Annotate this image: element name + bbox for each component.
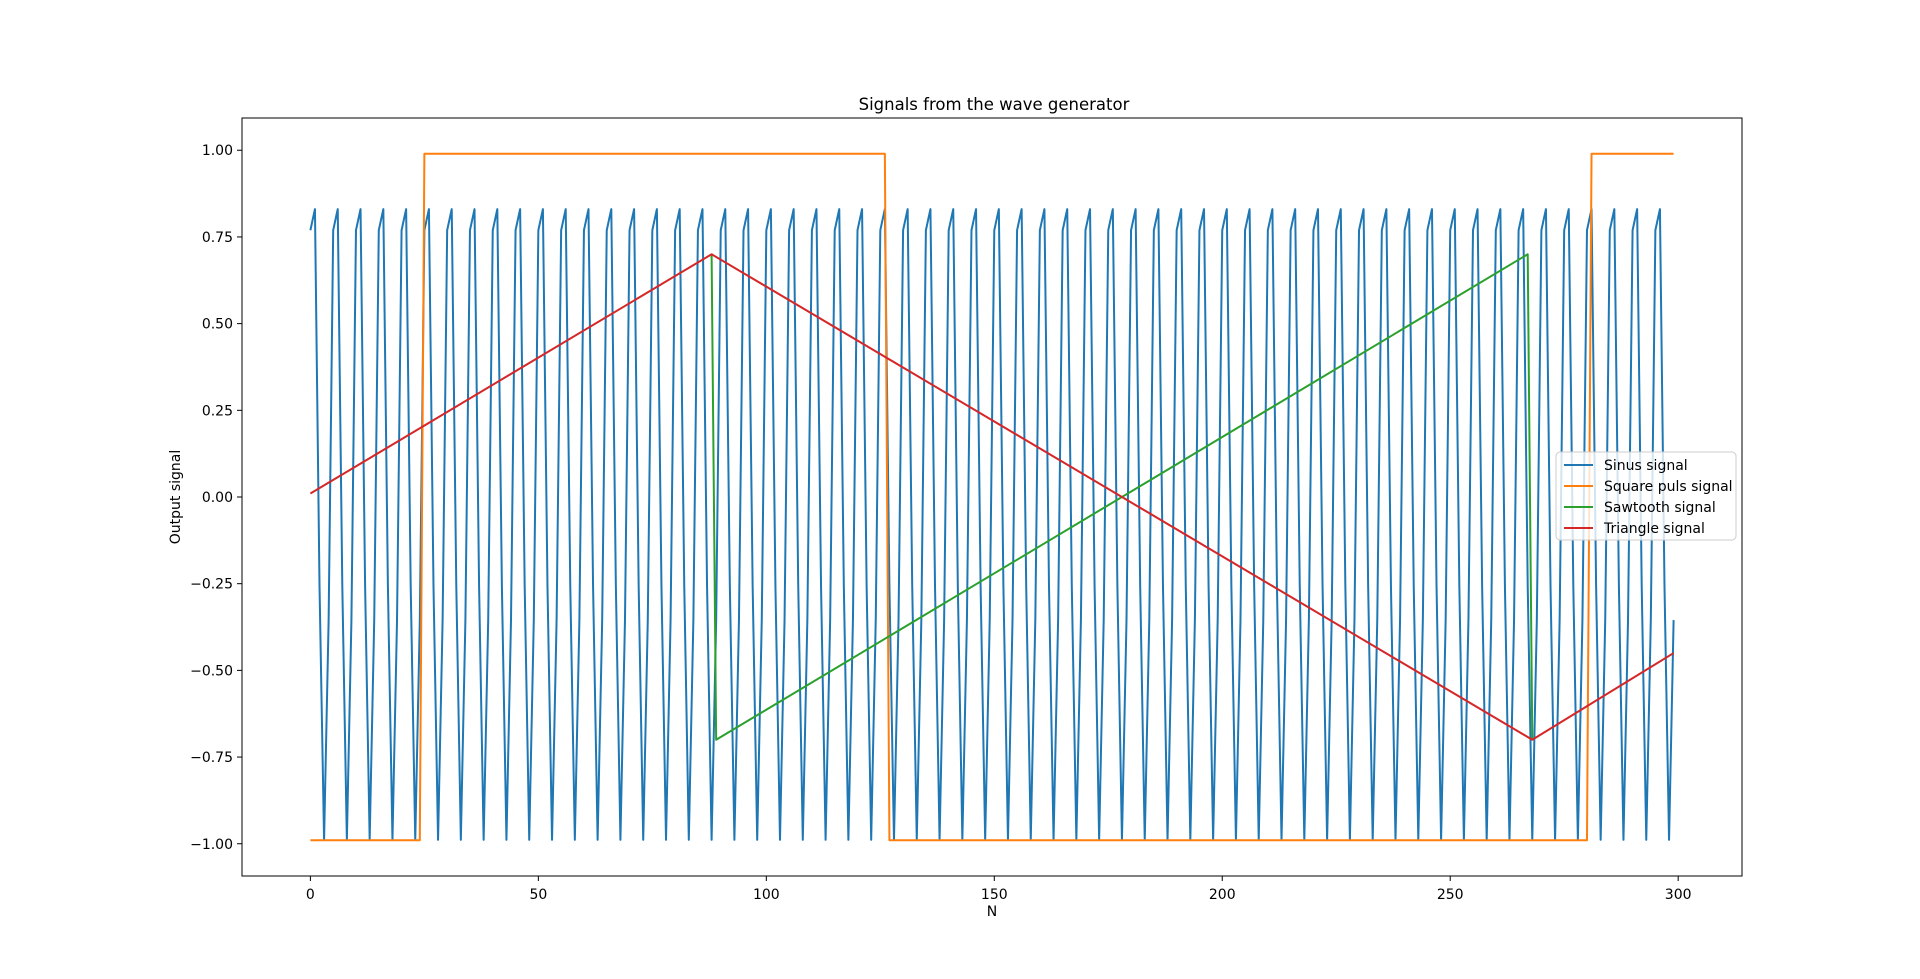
y-tick-label: −0.50 [190,663,233,679]
series-group [309,152,1675,842]
legend-label-sinus-signal: Sinus signal [1604,458,1688,474]
y-tick-label: 0.75 [202,230,233,246]
legend-label-square-puls-signal: Square puls signal [1604,479,1733,495]
y-tick-label: 0.50 [202,317,233,333]
x-tick-label: 0 [306,887,315,903]
chart-title: Signals from the wave generator [859,95,1130,114]
x-tick-label: 50 [529,887,547,903]
x-axis-label: N [987,904,997,920]
series-line-triangle-signal [309,253,1675,741]
legend: Sinus signal Square puls signal Sawtooth s… [1555,451,1737,541]
y-axis: −1.00 −0.75 −0.50 −0.25 0.00 0.25 0.50 0.75 1.00 [190,143,242,853]
x-tick-label: 150 [981,887,1008,903]
y-tick-label: −0.25 [190,577,233,593]
x-tick-label: 250 [1437,887,1464,903]
y-tick-label: 1.00 [202,143,233,159]
y-tick-label: 0.00 [202,490,233,506]
x-tick-label: 100 [753,887,780,903]
series-line-sinus-signal [309,208,1675,841]
y-tick-label: −1.00 [190,837,233,853]
legend-box [1555,451,1737,541]
series-line-square-puls-signal [310,152,1674,842]
y-axis-label: Output signal [168,450,184,545]
x-tick-label: 200 [1209,887,1236,903]
y-tick-label: −0.75 [190,750,233,766]
legend-label-triangle-signal: Triangle signal [1603,521,1705,537]
x-axis: 0 50 100 150 200 250 300 [306,876,1692,903]
x-tick-label: 300 [1665,887,1692,903]
y-tick-label: 0.25 [202,403,233,419]
legend-label-sawtooth-signal: Sawtooth signal [1604,500,1716,516]
